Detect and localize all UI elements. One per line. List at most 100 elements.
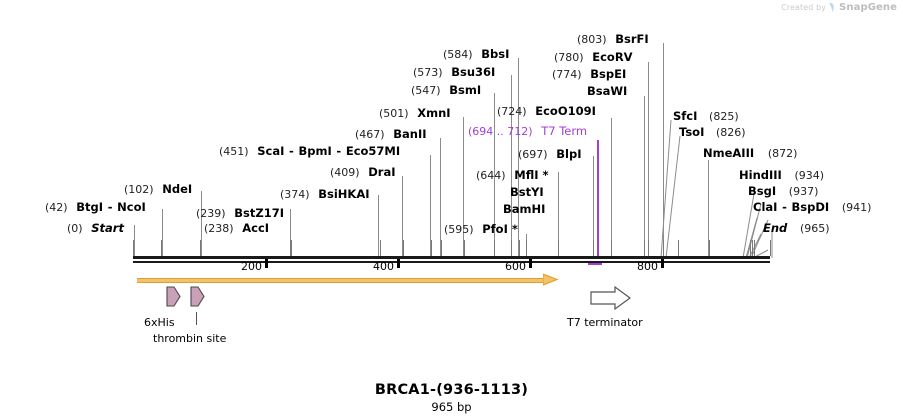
site-label-bspei[interactable]: (774) BspEI [552, 68, 626, 81]
leader-line-scai [430, 155, 431, 258]
site-separator-clai: - [782, 200, 787, 214]
site-label-ecorv[interactable]: (780) EcoRV [554, 51, 633, 64]
site-label-bsihkai[interactable]: (374) BsiHKAI [280, 188, 370, 201]
site-name-bspei: BspEI [590, 67, 627, 81]
ruler-site-tick-bsmi [494, 240, 496, 256]
ruler-site-tick-pfoi [525, 240, 527, 256]
site-position-start: (0) [67, 222, 83, 235]
site-label-hindiii[interactable]: HindIII (934) [739, 169, 824, 182]
ruler-tick-mark-600 [529, 259, 532, 268]
site-label-bsawi[interactable]: BsaWI [587, 85, 627, 97]
feature-t7-terminator[interactable] [590, 286, 632, 312]
page-title: BRCA1-(936-1113) [374, 382, 529, 398]
ruler-site-tick-start [133, 240, 134, 256]
site-label-ecoo109i[interactable]: (724) EcoO109I [497, 105, 596, 118]
site-label-btgi-ncoi[interactable]: (42) BtgI - NcoI [45, 201, 146, 214]
site-label-acci[interactable]: (238) AccI [204, 222, 269, 235]
site-position-tsoi: (826) [716, 126, 746, 139]
t7-term-range: (694 .. 712) [468, 125, 533, 138]
site-name-mfli: MflI * [514, 168, 549, 182]
ruler-tick-label-200: 200 [241, 260, 262, 273]
watermark-created-by: Created by [781, 3, 827, 12]
site-label-tsoi[interactable]: TsoI (826) [679, 126, 746, 139]
ruler-bar-top [133, 256, 770, 259]
ruler-site-tick-bspei [643, 240, 645, 256]
site-label-bstz17i[interactable]: (239) BstZ17I [196, 207, 284, 220]
site-label-banii[interactable]: (467) BanII [355, 128, 427, 141]
site-name-pfoi: PfoI * [482, 222, 518, 236]
site-name-bamhi: BamHI [503, 202, 546, 216]
site-name-bpmi: BpmI [298, 144, 332, 158]
site-name-tsoi: TsoI [679, 125, 705, 139]
leader-line-mfli [558, 172, 559, 258]
site-position-hindiii: (934) [794, 169, 825, 182]
site-label-bstyi[interactable]: BstYI [510, 186, 544, 198]
ruler-site-tick-scai [430, 240, 432, 256]
site-name-banii: BanII [393, 127, 427, 141]
leader-line-bsrfi [663, 43, 664, 258]
site-label-bsrfi[interactable]: (803) BsrFI [577, 33, 649, 46]
leader-line-bbsi [518, 58, 519, 258]
leader-line-ecoo109i [611, 118, 612, 258]
site-label-drai[interactable]: (409) DraI [330, 166, 396, 179]
site-label-scai-bpmi-eco57mi[interactable]: (451) ScaI - BpmI - Eco57MI [219, 145, 400, 158]
feature-thrombin-site[interactable] [190, 286, 206, 308]
site-position-banii: (467) [355, 128, 385, 141]
ruler-site-tick-tsoi [678, 240, 680, 256]
site-label-blpi[interactable]: (697) BlpI [518, 148, 581, 161]
feature-label-thrombin: thrombin site [153, 332, 227, 345]
site-position-ndei: (102) [124, 183, 154, 196]
site-label-bbsi[interactable]: (584) BbsI [443, 48, 509, 61]
cds-feature-body[interactable] [137, 278, 545, 283]
site-name-scai: ScaI [257, 144, 285, 158]
t7-term-name: T7 Term [541, 124, 588, 138]
site-name-clai: ClaI [753, 200, 778, 214]
ruler-site-tick-banii [441, 240, 443, 256]
site-name-bsmi: BsmI [449, 83, 482, 97]
site-name-bspdi: BspDI [791, 200, 830, 214]
site-label-nmeaiii[interactable]: NmeAIII (872) [703, 147, 797, 160]
site-name-xmni: XmnI [417, 106, 451, 120]
site-name-acci: AccI [242, 221, 270, 235]
ruler-site-tick-bstz17i [290, 240, 292, 256]
ruler-site-tick-ecoo109i [610, 240, 612, 256]
site-name-nmeaiii: NmeAIII [703, 146, 755, 160]
site-label-xmni[interactable]: (501) XmnI [379, 107, 451, 120]
ruler-site-tick-xmni [463, 240, 465, 256]
t7-term-label[interactable]: (694 .. 712) T7 Term [468, 125, 587, 138]
leader-line-xmni [463, 117, 464, 258]
site-label-bsu36i[interactable]: (573) Bsu36I [413, 66, 495, 79]
site-label-bsgi[interactable]: BsgI (937) [748, 185, 818, 198]
site-label-start[interactable]: (0) Start [67, 222, 124, 235]
site-name-ndei: NdeI [162, 182, 193, 196]
site-label-pfoi[interactable]: (595) PfoI * [444, 223, 518, 236]
feature-6xhis[interactable] [166, 286, 182, 308]
site-label-bsmi[interactable]: (547) BsmI [411, 84, 481, 97]
site-position-xmni: (501) [379, 107, 409, 120]
leader-line-ndei [201, 191, 202, 258]
leader-line-bsihkai [378, 195, 379, 258]
ruler-site-tick-nmeaiii [708, 240, 710, 256]
site-label-bamhi[interactable]: BamHI [503, 203, 545, 215]
site-label-mfli[interactable]: (644) MflI * [476, 169, 549, 182]
cds-feature-arrowhead[interactable] [543, 272, 559, 288]
leader-line-banii [440, 138, 441, 258]
page-subtitle: 965 bp [431, 400, 472, 414]
site-position-sfci: (825) [709, 110, 739, 123]
site-label-end[interactable]: End (965) [763, 222, 830, 235]
ruler-site-tick-hindiii [749, 240, 751, 256]
site-separator-btgi: - [107, 200, 113, 214]
leader-line-bsu36i [511, 75, 512, 258]
snapgene-watermark: Created by SnapGene [781, 2, 897, 13]
site-label-sfci[interactable]: SfcI (825) [673, 110, 739, 123]
ruler-site-tick-bbsi [518, 240, 520, 256]
site-name-bstyi: BstYI [510, 185, 544, 199]
site-label-ndei[interactable]: (102) NdeI [124, 183, 192, 196]
site-position-clai: (941) [841, 201, 872, 214]
ruler-site-tick-blpi [593, 240, 595, 256]
site-position-mfli: (644) [476, 169, 506, 182]
ruler-tick-mark-800 [661, 259, 664, 268]
site-position-btgi: (42) [45, 201, 68, 214]
site-label-clai-bspdi[interactable]: ClaI - BspDI (941) [753, 201, 871, 214]
feature-label-6xhis: 6xHis [144, 316, 175, 329]
